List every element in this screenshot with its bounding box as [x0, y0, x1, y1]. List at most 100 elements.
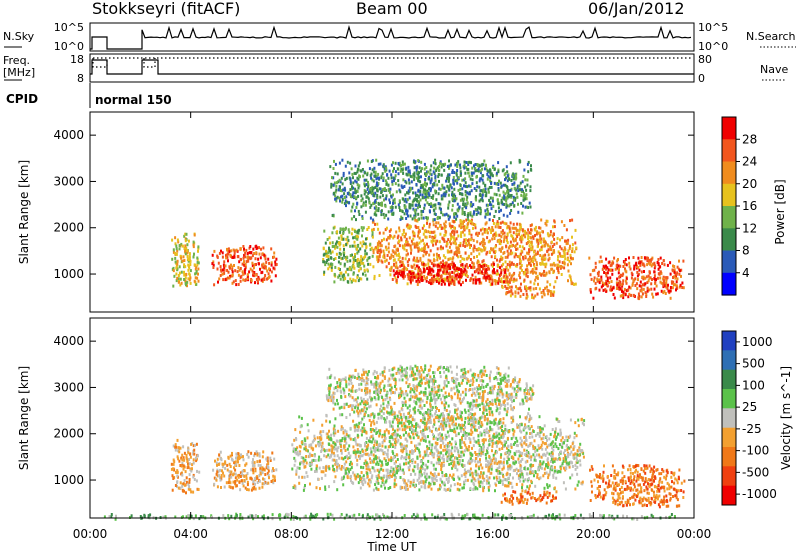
range-gate-cell [627, 295, 630, 299]
range-gate-cell [447, 434, 450, 438]
range-gate-cell [478, 252, 481, 256]
range-gate-cell [359, 247, 362, 251]
range-gate-cell [461, 486, 464, 490]
range-gate-cell [456, 165, 459, 168]
range-gate-cell [506, 190, 509, 194]
range-gate-cell [637, 296, 640, 300]
range-gate-cell [543, 424, 546, 428]
range-gate-cell [370, 176, 373, 180]
range-gate-cell [398, 269, 401, 273]
range-gate-cell [373, 166, 376, 170]
range-gate-cell [427, 230, 430, 234]
range-gate-cell [187, 462, 189, 466]
range-gate-cell [501, 479, 504, 483]
range-gate-cell [374, 175, 377, 178]
range-gate-cell [505, 199, 508, 203]
range-gate-cell [470, 201, 473, 205]
range-gate-cell [516, 242, 519, 246]
range-gate-cell [361, 417, 364, 421]
range-gate-cell [516, 439, 519, 443]
range-gate-cell [469, 177, 472, 181]
range-gate-cell [440, 173, 443, 177]
range-gate-cell [432, 218, 435, 222]
range-gate-cell [406, 282, 409, 286]
range-gate-cell [521, 234, 523, 238]
range-gate-cell [499, 421, 502, 425]
range-gate-cell [390, 212, 393, 216]
range-gate-cell [415, 245, 418, 249]
range-gate-cell [349, 254, 352, 257]
range-gate-cell [486, 203, 489, 207]
range-gate-cell [271, 478, 274, 482]
range-gate-cell [640, 285, 643, 288]
range-gate-cell [245, 477, 248, 481]
colorbar-tick-label: 8 [742, 244, 750, 258]
range-gate-cell [365, 467, 368, 471]
range-gate-cell [655, 292, 658, 296]
range-gate-cell [541, 295, 544, 299]
range-gate-cell [414, 449, 417, 453]
range-gate-cell [509, 278, 512, 282]
range-gate-cell [521, 268, 523, 272]
range-gate-cell [643, 270, 645, 273]
range-gate-cell [343, 202, 346, 206]
range-gate-cell [258, 479, 261, 483]
range-gate-cell [481, 193, 484, 197]
range-gate-cell [535, 267, 538, 271]
range-gate-cell [500, 249, 502, 253]
range-gate-cell [503, 280, 505, 284]
range-gate-cell [625, 277, 628, 281]
range-gate-cell [474, 420, 477, 424]
range-gate-cell [612, 261, 615, 265]
range-gate-cell [529, 270, 532, 274]
range-gate-cell [455, 179, 458, 182]
range-gate-cell [412, 191, 415, 195]
range-gate-cell [518, 460, 521, 464]
range-gate-cell [408, 224, 411, 228]
range-gate-cell [357, 454, 360, 458]
range-gate-cell [408, 453, 411, 457]
range-gate-cell [377, 258, 380, 262]
range-gate-cell [355, 196, 358, 200]
range-gate-cell [254, 245, 257, 249]
range-gate-cell [501, 229, 504, 233]
range-gate-cell [499, 426, 502, 430]
range-gate-cell [419, 256, 422, 260]
range-gate-cell [520, 240, 523, 244]
range-gate-cell [519, 181, 522, 185]
range-gate-cell [453, 282, 455, 286]
range-gate-cell [569, 256, 572, 260]
range-gate-cell [373, 170, 376, 174]
range-gate-cell [442, 246, 444, 250]
range-gate-cell [364, 273, 367, 277]
range-gate-cell [493, 422, 496, 426]
range-gate-cell [597, 274, 600, 277]
range-gate-cell [261, 471, 264, 475]
range-gate-cell [382, 179, 385, 182]
range-gate-cell [506, 286, 509, 290]
range-gate-cell [574, 282, 577, 286]
range-gate-cell [428, 235, 431, 239]
range-gate-cell [365, 245, 368, 249]
range-gate-cell [363, 268, 366, 272]
range-gate-cell [476, 267, 479, 271]
range-gate-cell [519, 265, 522, 269]
range-gate-cell [416, 193, 419, 197]
range-gate-cell [459, 198, 462, 202]
range-gate-cell [291, 467, 294, 471]
range-gate-cell [460, 283, 462, 287]
range-gate-cell [524, 178, 527, 182]
range-gate-cell [395, 483, 398, 487]
range-gate-cell [365, 441, 368, 444]
range-gate-cell [499, 273, 502, 276]
range-gate-cell [438, 487, 441, 491]
range-gate-cell [192, 473, 195, 477]
range-gate-cell [330, 256, 333, 260]
range-gate-cell [491, 449, 493, 453]
range-gate-cell [370, 160, 373, 163]
range-gate-cell [415, 444, 418, 448]
range-gate-cell [389, 234, 392, 238]
range-gate-cell [352, 278, 355, 282]
range-gate-cell [453, 427, 456, 431]
range-gate-cell [502, 444, 504, 448]
